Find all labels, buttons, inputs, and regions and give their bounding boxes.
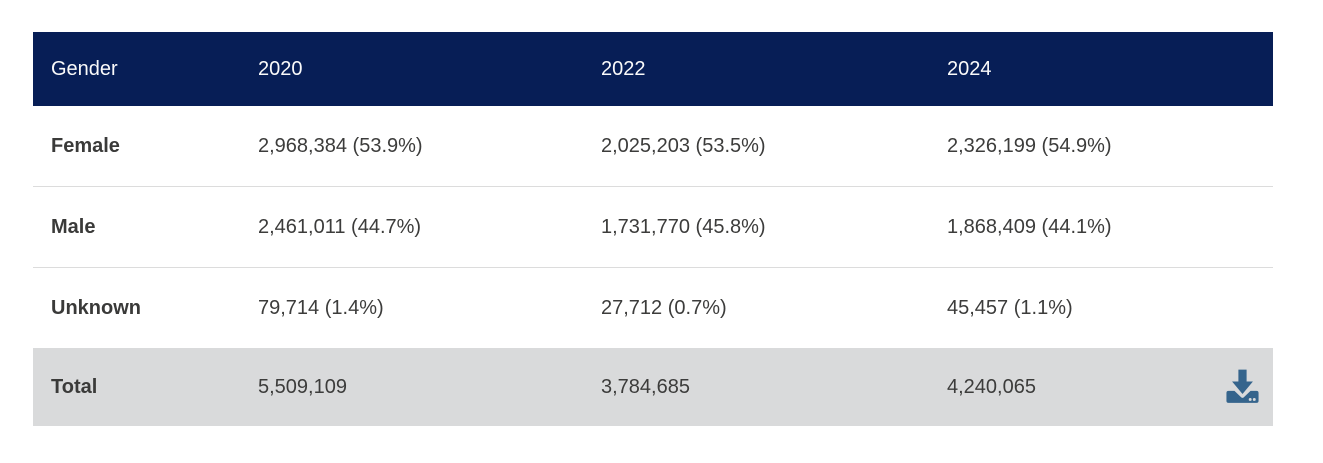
table-header: Gender 2020 2022 2024 — [33, 32, 1273, 106]
cell-male-2020: 2,461,011 (44.7%) — [240, 186, 583, 268]
download-button[interactable] — [1221, 366, 1263, 408]
cell-male-2022: 1,731,770 (45.8%) — [583, 186, 929, 268]
table-row-female: Female 2,968,384 (53.9%) 2,025,203 (53.5… — [33, 106, 1273, 187]
row-label-female: Female — [33, 106, 240, 187]
cell-total-2024-with-download: 4,240,065 — [929, 348, 1273, 426]
header-row: Gender 2020 2022 2024 — [33, 32, 1273, 106]
cell-female-2024: 2,326,199 (54.9%) — [929, 106, 1273, 187]
column-header-2020: 2020 — [240, 32, 583, 106]
cell-female-2022: 2,025,203 (53.5%) — [583, 106, 929, 187]
row-label-male: Male — [33, 186, 240, 268]
cell-unknown-2022: 27,712 (0.7%) — [583, 267, 929, 348]
row-label-unknown: Unknown — [33, 267, 240, 348]
table-row-male: Male 2,461,011 (44.7%) 1,731,770 (45.8%)… — [33, 186, 1273, 268]
cell-total-2022: 3,784,685 — [583, 348, 929, 426]
gender-distribution-table: Gender 2020 2022 2024 Female 2,968,384 (… — [33, 32, 1273, 426]
cell-unknown-2020: 79,714 (1.4%) — [240, 267, 583, 348]
table-row-unknown: Unknown 79,714 (1.4%) 27,712 (0.7%) 45,4… — [33, 267, 1273, 348]
column-header-2024: 2024 — [929, 32, 1273, 106]
table-row-total: Total 5,509,109 3,784,685 4,240,065 — [33, 348, 1273, 426]
cell-total-2024-value: 4,240,065 — [947, 375, 1036, 398]
cell-male-2024: 1,868,409 (44.1%) — [929, 186, 1273, 268]
gender-table-container: Gender 2020 2022 2024 Female 2,968,384 (… — [33, 32, 1273, 426]
column-header-gender: Gender — [33, 32, 240, 106]
cell-total-2020: 5,509,109 — [240, 348, 583, 426]
download-icon — [1225, 369, 1259, 403]
cell-female-2020: 2,968,384 (53.9%) — [240, 106, 583, 187]
cell-unknown-2024: 45,457 (1.1%) — [929, 267, 1273, 348]
column-header-2022: 2022 — [583, 32, 929, 106]
row-label-total: Total — [33, 348, 240, 426]
